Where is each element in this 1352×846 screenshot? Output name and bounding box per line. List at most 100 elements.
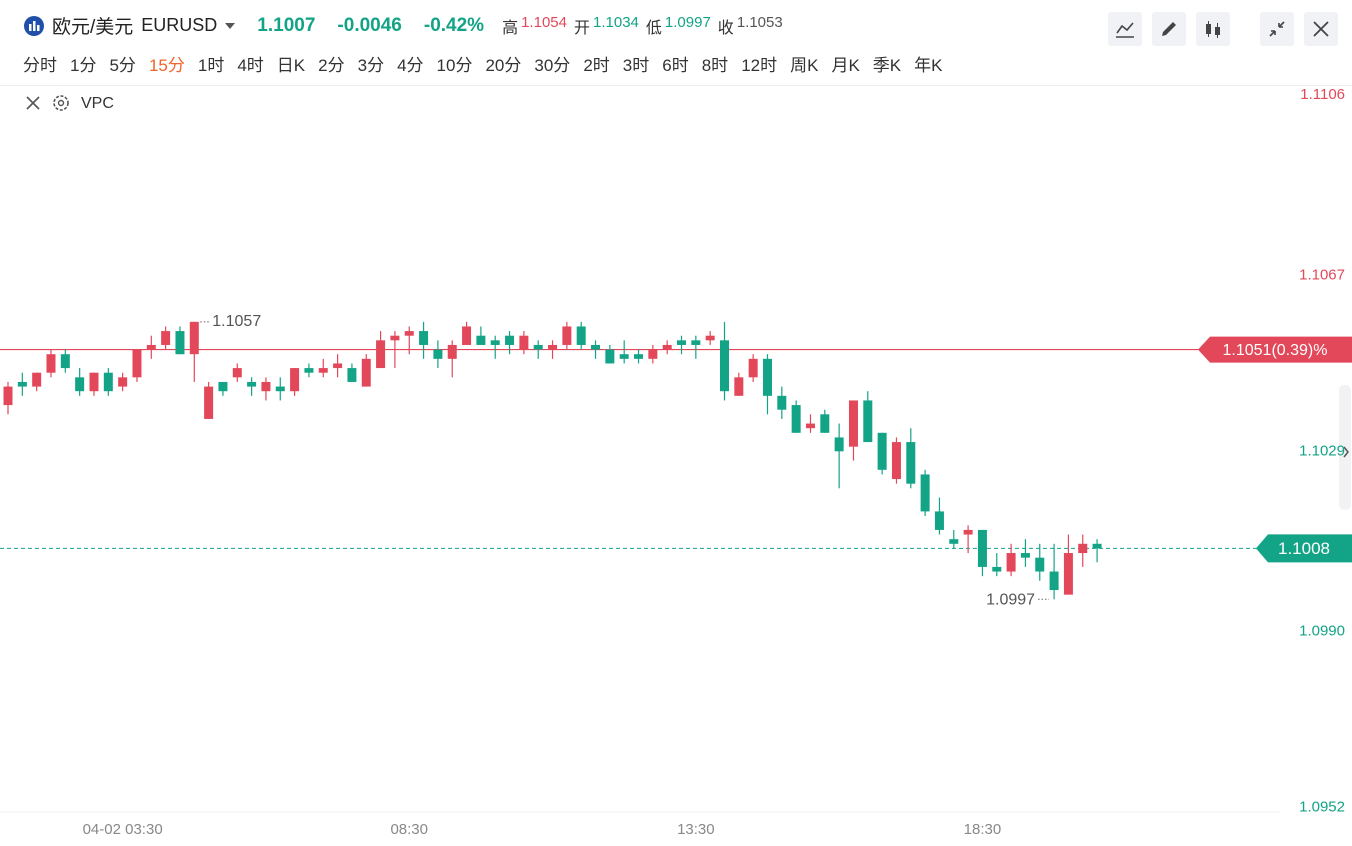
low-annotation: 1.0997 [986, 592, 1035, 609]
candle-body [118, 377, 128, 387]
period-tab[interactable]: 3时 [622, 56, 650, 75]
period-tab[interactable]: 年K [914, 56, 943, 75]
period-tab[interactable]: 15分 [148, 56, 185, 75]
line-tool[interactable] [1108, 12, 1142, 46]
stat-value: 1.1053 [736, 13, 783, 31]
candle-body [490, 340, 500, 345]
toolbar [1108, 12, 1338, 46]
candle-body [218, 381, 228, 392]
stat-label: 收 [717, 19, 734, 37]
candle-body [146, 344, 156, 350]
candle-body [1049, 571, 1059, 591]
candle-body [247, 381, 257, 387]
candle-body [261, 381, 271, 392]
candle-body [863, 400, 873, 443]
y-tick-label: 1.0952 [1299, 798, 1345, 815]
change: -0.0046 [337, 14, 402, 36]
candle-body [1078, 543, 1088, 554]
close-indicator-icon[interactable] [26, 96, 40, 110]
collapse-button[interactable] [1260, 12, 1294, 46]
period-tab[interactable]: 分时 [23, 56, 57, 75]
period-tab[interactable]: 4时 [237, 56, 264, 75]
candle-body [103, 372, 113, 392]
candle-body [275, 386, 285, 392]
reference-tag [1198, 336, 1352, 363]
candle-body [433, 349, 443, 359]
settings-icon[interactable] [53, 95, 69, 111]
candle-tool[interactable] [1196, 12, 1230, 46]
candle-body [562, 326, 572, 345]
stat-value: 1.1034 [593, 13, 639, 31]
period-tab[interactable]: 2时 [583, 56, 610, 75]
candle-body [605, 349, 615, 364]
symbol-code[interactable]: EURUSD [141, 15, 218, 35]
candle-body [934, 511, 944, 530]
period-tab[interactable]: 4分 [397, 56, 424, 75]
candle-body [390, 335, 400, 341]
candle-body [820, 414, 830, 433]
candle-body [949, 539, 959, 544]
high-annotation: 1.1057 [212, 313, 261, 330]
candle-body [720, 340, 729, 392]
draw-tool[interactable] [1152, 12, 1186, 46]
period-tab[interactable]: 10分 [436, 56, 473, 75]
y-tick-label: 1.1106 [1300, 86, 1345, 103]
candle-body [891, 442, 901, 480]
change-percent: -0.42% [423, 14, 485, 36]
candle-body [132, 349, 142, 378]
candle-body [591, 344, 601, 350]
candle-body [1092, 543, 1102, 549]
stat-label: 开 [573, 19, 590, 37]
candle-body [777, 395, 787, 410]
x-tick-label: 08:30 [390, 821, 428, 838]
candle-body [447, 344, 457, 359]
candle-body [877, 432, 887, 470]
symbol-name: 欧元/美元 [52, 17, 134, 38]
period-tab[interactable]: 5分 [109, 56, 136, 75]
stat-value: 1.0997 [664, 13, 711, 31]
candle-body [834, 437, 844, 452]
period-tab[interactable]: 12时 [741, 56, 778, 75]
candle-body [648, 349, 658, 359]
dropdown-icon[interactable] [225, 22, 236, 30]
period-tab[interactable]: 1分 [70, 56, 97, 75]
candle-body [1035, 557, 1045, 572]
period-tab[interactable]: 周K [790, 56, 819, 75]
period-tab[interactable]: 2分 [318, 56, 345, 75]
period-tab[interactable]: 3分 [357, 56, 385, 75]
period-tab[interactable]: 30分 [534, 56, 571, 75]
period-tab[interactable]: 季K [872, 56, 902, 75]
candle-body [505, 335, 515, 345]
period-tab[interactable]: 20分 [485, 56, 522, 75]
candle-body [290, 368, 300, 392]
candle-body [232, 368, 242, 378]
candle-body [677, 340, 687, 345]
x-tick-label: 04-02 03:30 [83, 821, 163, 838]
candle-body [462, 326, 472, 345]
x-tick-label: 13:30 [677, 821, 715, 838]
period-tab[interactable]: 1时 [197, 56, 225, 75]
candle-body [977, 529, 987, 567]
candle-body [419, 331, 429, 345]
candle-body [576, 326, 586, 345]
candle-body [705, 335, 715, 341]
candle-body [175, 331, 185, 355]
period-tab[interactable]: 8时 [701, 56, 729, 75]
candle-body [404, 331, 414, 336]
candle-body [906, 442, 916, 484]
candle-body [161, 331, 171, 345]
close-button[interactable] [1304, 12, 1338, 46]
candle-body [748, 358, 758, 378]
candle-body [361, 358, 371, 387]
last-price-tag [1256, 534, 1352, 563]
candle-body [75, 377, 85, 392]
candle-body [17, 381, 27, 387]
indicator-label: VPC [81, 95, 114, 112]
scroll-arrow[interactable] [1343, 446, 1349, 458]
period-tab[interactable]: 6时 [662, 56, 689, 75]
period-tab[interactable]: 日K [276, 56, 306, 75]
candle-body [548, 344, 558, 350]
period-tab[interactable]: 月K [831, 56, 860, 75]
